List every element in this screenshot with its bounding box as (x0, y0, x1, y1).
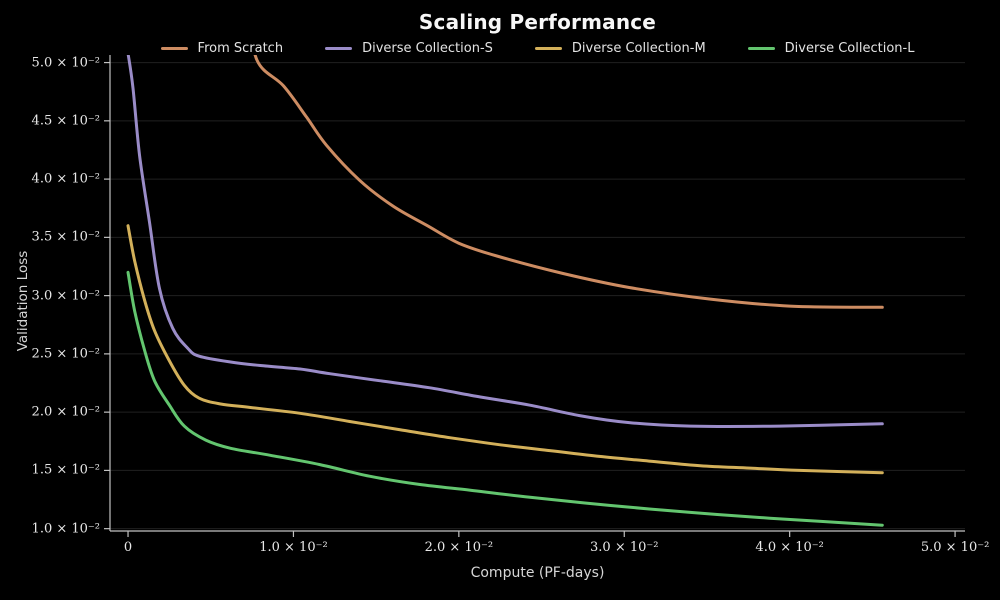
x-tick-label: 1.0 × 10⁻² (259, 540, 328, 555)
legend-label: Diverse Collection-M (571, 41, 706, 56)
legend-item-diverse-collection-m: Diverse Collection-M (534, 41, 706, 56)
y-tick-label: 2.0 × 10⁻² (31, 404, 100, 420)
curve-diverse-collection-m (126, 224, 884, 475)
curve-diverse-collection-l (126, 270, 884, 527)
legend-item-diverse-collection-l: Diverse Collection-L (747, 41, 915, 56)
legend-item-diverse-collection-s: Diverse Collection-S (325, 41, 493, 56)
x-tick-label: 3.0 × 10⁻² (590, 540, 659, 555)
legend-label: Diverse Collection-L (784, 41, 915, 56)
curve-diverse-collection-s (126, 55, 884, 428)
legend-label: Diverse Collection-S (362, 41, 493, 56)
y-tick-label: 3.0 × 10⁻² (31, 288, 100, 304)
x-axis-label: Compute (PF-days) (470, 565, 605, 581)
chart-title: Scaling Performance (418, 10, 657, 34)
legend-item-from-scratch: From Scratch (160, 41, 284, 56)
y-tick-label: 5.0 × 10⁻² (31, 55, 100, 71)
legend-swatch-diverse-collection-s (325, 46, 353, 51)
y-tick-label: 2.5 × 10⁻² (31, 346, 100, 362)
y-tick-label: 3.5 × 10⁻² (31, 229, 100, 245)
y-tick-label: 1.5 × 10⁻² (31, 462, 100, 478)
legend-label: From Scratch (197, 41, 284, 56)
legend-swatch-diverse-collection-m (534, 46, 562, 51)
x-tick-label: 4.0 × 10⁻² (755, 540, 824, 555)
x-tick-label: 2.0 × 10⁻² (424, 540, 494, 555)
legend: From Scratch Diverse Collection-S Diverse … (110, 41, 965, 56)
legend-swatch-diverse-collection-l (747, 46, 775, 51)
legend-swatch-from-scratch (160, 46, 188, 51)
curve-from-scratch (253, 55, 884, 309)
x-tick-label: 0 (123, 540, 133, 555)
y-tick-label: 4.0 × 10⁻² (31, 171, 100, 187)
y-tick-label: 4.5 × 10⁻² (31, 113, 100, 129)
y-tick-label: 1.0 × 10⁻² (31, 521, 100, 537)
x-tick-label: 5.0 × 10⁻² (920, 540, 990, 555)
